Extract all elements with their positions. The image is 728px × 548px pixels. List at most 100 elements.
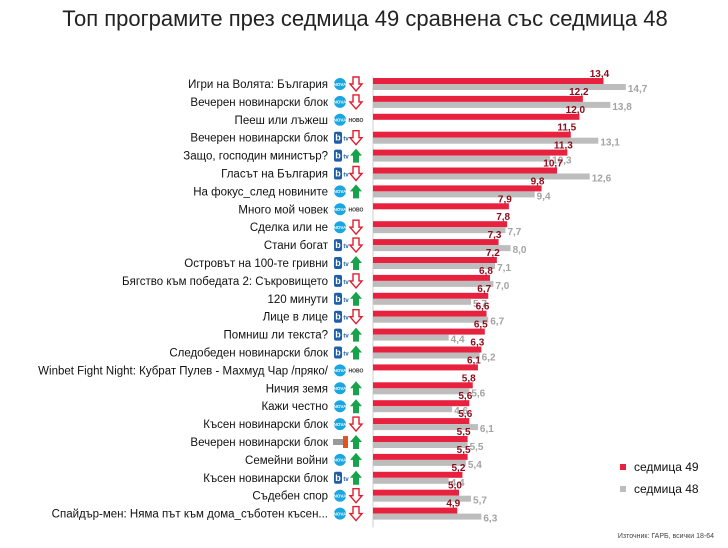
trend-up-icon <box>350 291 362 306</box>
legend-item-week49: седмица 49 <box>620 456 699 478</box>
value-label-week49: 12,0 <box>566 105 586 116</box>
nova-text: NOVA <box>334 368 347 373</box>
value-label-week49: 5,6 <box>458 409 472 420</box>
bar-week48 <box>373 424 478 431</box>
trend-down-icon <box>348 76 364 93</box>
bar-week48 <box>373 459 466 466</box>
category-label: Winbet Fight Night: Кубрат Пулев - Махму… <box>38 365 329 377</box>
category-label: Пееш или лъжеш <box>235 115 328 127</box>
btv-b: b <box>335 473 341 483</box>
legend-label-week48: седмица 48 <box>634 482 699 496</box>
bar-week49 <box>373 113 580 120</box>
nova-logo-icon: NOVA <box>334 113 347 126</box>
category-label: Спайдър-мен: Няма път към дома_съботен к… <box>52 509 328 521</box>
value-label-week48: 10,3 <box>552 156 572 167</box>
nova-logo-icon: NOVA <box>334 221 347 234</box>
btv-box <box>334 149 342 162</box>
bar-week48 <box>373 227 506 234</box>
trend-up-icon <box>350 381 362 396</box>
nova-text: NOVA <box>334 225 347 230</box>
value-label-week49: 5,8 <box>462 373 476 384</box>
category-label: Игри на Волята: България <box>188 79 328 91</box>
value-label-week48: 6,2 <box>482 353 496 364</box>
value-label-week48: 4,4 <box>451 478 465 489</box>
category-label: 120 минути <box>267 294 328 306</box>
category-label: Бягство към победата 2: Съкровището <box>122 276 328 288</box>
bar-week49 <box>373 292 489 299</box>
bar-week49 <box>373 453 468 460</box>
trend-up-icon <box>350 148 362 163</box>
nova-logo-icon: NOVA <box>334 203 347 216</box>
legend-item-week48: седмица 48 <box>620 478 699 500</box>
bar-week49 <box>373 274 490 281</box>
value-label-week48: 5,7 <box>473 299 487 310</box>
btv-logo-icon: b tv <box>334 310 349 323</box>
new-program-icon: НОВО <box>349 118 364 124</box>
btv-tv: tv <box>343 173 349 179</box>
nova-circle <box>334 221 346 234</box>
bar-week49 <box>373 328 485 335</box>
nova-circle <box>334 95 346 108</box>
value-label-week49: 7,3 <box>488 230 502 241</box>
value-label-week48: 5,4 <box>468 460 482 471</box>
value-label-week49: 11,5 <box>557 123 576 134</box>
value-label-week49: 11,3 <box>554 141 573 152</box>
btv-tv: tv <box>343 280 349 286</box>
bar-week48 <box>373 173 590 180</box>
btv-box <box>334 257 342 269</box>
nova-circle <box>334 203 346 216</box>
btv-box <box>334 131 342 144</box>
source-note: Източник: ГАРБ, всички 18-64 <box>617 533 714 540</box>
bar-week49 <box>373 203 509 210</box>
btv-logo-icon: b tv <box>334 328 349 341</box>
nova-circle <box>334 418 346 431</box>
btv-b: b <box>335 312 341 322</box>
trend-down-icon <box>348 94 364 110</box>
nova-text: NOVA <box>334 386 347 391</box>
btv-b: b <box>335 169 341 179</box>
bar-week49 <box>373 310 487 317</box>
nova-circle <box>334 453 346 466</box>
nova-logo-icon: NOVA <box>334 400 347 413</box>
value-label-week48: 8,0 <box>513 245 527 256</box>
bar-week49 <box>373 400 470 407</box>
nova-circle <box>334 507 346 520</box>
btv-b: b <box>335 151 341 161</box>
btv-logo-icon: b tv <box>334 292 349 305</box>
value-label-week49: 7,8 <box>496 212 510 223</box>
nova-circle <box>334 489 346 502</box>
category-label: Вечерен новинарски блок <box>190 133 329 145</box>
btv-tv: tv <box>343 298 349 304</box>
btv-tv: tv <box>343 155 349 161</box>
chart-legend: седмица 49 седмица 48 <box>620 456 699 500</box>
nova-circle <box>334 113 346 126</box>
bnt1-logo-icon <box>333 436 348 448</box>
category-label: Много мой човек <box>238 204 329 216</box>
bar-week49 <box>373 221 508 228</box>
category-label: Островът на 100-те гривни <box>184 258 328 270</box>
value-label-week48: 9,4 <box>537 191 551 202</box>
bar-week49 <box>373 95 583 102</box>
bar-week49 <box>373 185 542 192</box>
trend-down-icon <box>348 505 364 522</box>
bar-week48 <box>373 352 480 359</box>
bar-week48 <box>373 245 511 252</box>
new-program-icon: НОВО <box>349 207 364 213</box>
nova-text: NOVA <box>334 207 347 212</box>
value-label-week49: 5,2 <box>451 463 465 474</box>
btv-box <box>334 292 342 305</box>
nova-circle <box>334 400 346 413</box>
category-label: Следобеден новинарски блок <box>169 348 329 360</box>
bar-week48 <box>373 442 468 448</box>
bar-week48 <box>373 84 626 90</box>
btv-box <box>334 471 342 484</box>
btv-logo-icon: b tv <box>334 257 349 269</box>
btv-tv: tv <box>343 137 349 143</box>
nova-text: NOVA <box>334 118 347 123</box>
bar-week48 <box>373 406 453 413</box>
value-label-week49: 6,3 <box>470 338 484 349</box>
bar-week49 <box>373 418 470 425</box>
bnt-one <box>343 436 348 448</box>
btv-box <box>334 239 342 252</box>
trend-up-icon <box>350 256 362 270</box>
